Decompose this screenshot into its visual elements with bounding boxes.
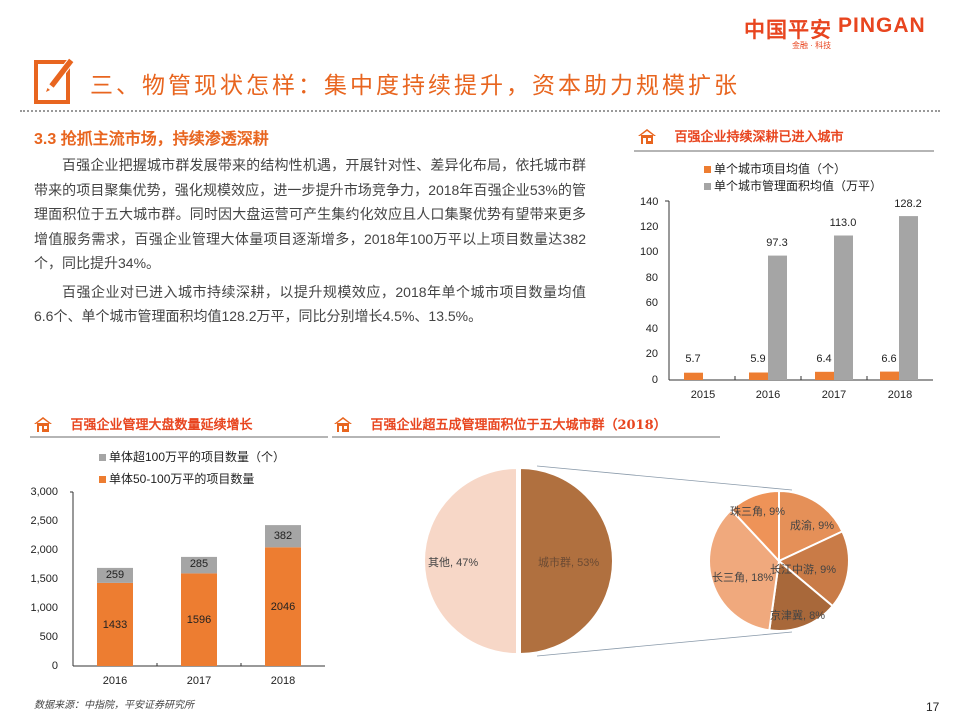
logo-tagline: 金融 · 科技	[792, 41, 832, 50]
chart1-legend: 单个城市项目均值（个） 单个城市管理面积均值（万平）	[704, 160, 882, 194]
title-divider	[20, 110, 940, 112]
chart2-divider	[30, 436, 328, 438]
pie-label-chengyu: 成渝, 9%	[790, 520, 835, 532]
y-tick: 80	[645, 272, 658, 284]
paragraph: 百强企业把握城市群发展带来的结构性机遇，开展针对性、差异化布局，依托城市群带来的…	[34, 157, 586, 271]
y-tick: 20	[645, 348, 658, 360]
x-tick: 2016	[102, 675, 128, 687]
paragraph: 百强企业对已进入城市持续深耕，以提升规模效应，2018年单个城市项目数量均值6.…	[34, 283, 586, 325]
pencil-note-icon	[34, 57, 74, 104]
value-label: 6.4	[816, 353, 832, 365]
y-tick: 40	[645, 323, 658, 335]
legend-label: 单体超100万平的项目数量（个）	[109, 450, 286, 464]
legend-swatch-gray	[704, 183, 711, 191]
chart1-divider	[634, 150, 934, 152]
x-tick: 2016	[755, 389, 781, 401]
logo-english: PINGAN	[838, 14, 926, 37]
body-text: 百强企业把握城市群发展带来的结构性机遇，开展针对性、差异化布局，依托城市群带来的…	[34, 153, 586, 329]
y-tick: 3,000	[30, 486, 58, 498]
value-label: 285	[189, 558, 209, 570]
y-tick: 140	[640, 196, 659, 208]
y-tick: 1,000	[30, 602, 58, 614]
legend-swatch-gray	[99, 454, 106, 462]
value-label: 259	[105, 569, 125, 581]
chart1-header: 百强企业持续深耕已进入城市	[638, 126, 843, 145]
chart3-plot	[423, 465, 850, 657]
house-icon	[638, 128, 656, 144]
pie-label-pearl-river: 珠三角, 9%	[730, 506, 786, 518]
y-tick: 2,500	[30, 515, 58, 527]
legend-item: 单个城市项目均值（个）	[704, 160, 882, 177]
chart2-plot	[70, 491, 325, 667]
legend-label: 单体50-100万平的项目数量	[109, 472, 255, 486]
pie-label-jingjinji: 京津冀, 8%	[770, 610, 826, 622]
chart2-header: 百强企业管理大盘数量延续增长	[34, 414, 252, 433]
legend-item: 单个城市管理面积均值（万平）	[704, 177, 882, 194]
x-tick: 2018	[270, 675, 296, 687]
legend-item: 单体50-100万平的项目数量	[99, 468, 285, 490]
legend-label: 单个城市项目均值（个）	[714, 162, 847, 176]
legend-swatch-orange	[99, 476, 106, 484]
pie-label-other: 其他, 47%	[428, 557, 479, 569]
value-label: 6.6	[881, 353, 897, 365]
value-label: 5.9	[750, 353, 766, 365]
chart2-title: 百强企业管理大盘数量延续增长	[70, 418, 253, 433]
legend-item: 单体超100万平的项目数量（个）	[99, 446, 285, 468]
y-tick: 2,000	[30, 544, 58, 556]
page-number: 17	[926, 700, 940, 714]
value-label: 128.2	[894, 198, 922, 210]
y-tick: 60	[645, 297, 658, 309]
value-label: 113.0	[829, 217, 857, 229]
y-tick: 120	[640, 221, 659, 233]
y-tick: 1,500	[30, 573, 58, 585]
legend-label: 单个城市管理面积均值（万平）	[714, 179, 883, 193]
y-tick: 100	[640, 246, 659, 258]
pie-label-city-cluster: 城市群, 53%	[538, 557, 600, 569]
y-tick: 500	[39, 631, 58, 643]
x-tick: 2017	[821, 389, 847, 401]
section-heading: 3.3 抢抓主流市场，持续渗透深耕	[34, 131, 269, 148]
logo-chinese: 中国平安	[744, 19, 832, 42]
value-label: 1596	[186, 614, 212, 626]
data-source: 数据来源：中指院，平安证券研究所	[34, 700, 194, 711]
value-label: 1433	[102, 619, 128, 631]
pie-label-yangtze-delta: 长三角, 18%	[712, 572, 774, 584]
value-label: 97.3	[766, 237, 788, 249]
page-title: 三、物管现状怎样：集中度持续提升，资本助力规模扩张	[90, 73, 740, 99]
y-tick: 0	[51, 660, 58, 672]
house-icon	[34, 416, 52, 432]
pie-label-yangtze-middle: 长江中游, 9%	[770, 564, 837, 576]
y-tick: 0	[651, 374, 658, 386]
x-tick: 2017	[186, 675, 212, 687]
chart3-divider	[332, 436, 720, 438]
chart3-title: 百强企业超五成管理面积位于五大城市群（2018）	[370, 418, 667, 433]
chart1-plot	[665, 200, 933, 381]
value-label: 2046	[270, 601, 296, 613]
value-label: 5.7	[685, 353, 701, 365]
chart1-title: 百强企业持续深耕已进入城市	[674, 130, 844, 145]
value-label: 382	[273, 530, 293, 542]
chart2-legend: 单体超100万平的项目数量（个） 单体50-100万平的项目数量	[99, 446, 285, 490]
x-tick: 2018	[887, 389, 913, 401]
x-tick: 2015	[690, 389, 716, 401]
chart3-header: 百强企业超五成管理面积位于五大城市群（2018）	[334, 414, 667, 433]
legend-swatch-orange	[704, 166, 711, 174]
house-icon	[334, 416, 352, 432]
